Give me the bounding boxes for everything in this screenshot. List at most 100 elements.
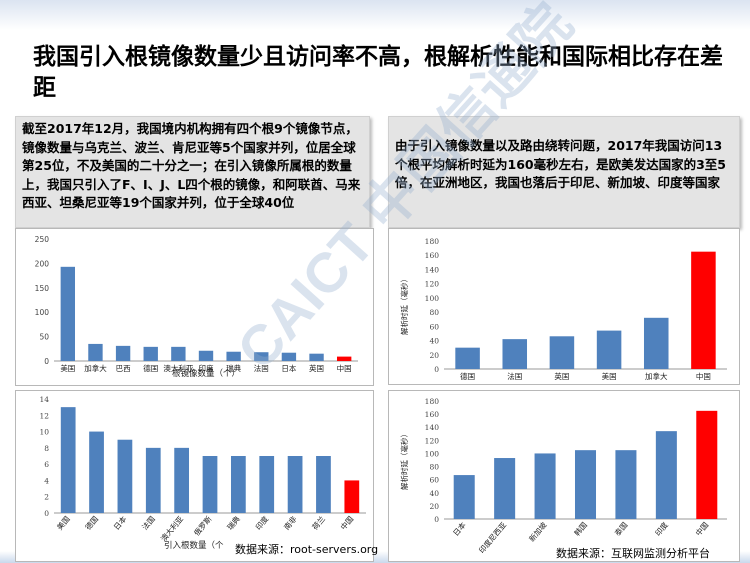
x-tick-label: 法国 [140, 514, 157, 532]
bar-中国 [336, 356, 352, 361]
chart-svg: 0 20 40 60 80 100 120 140 160 180 德国 法国 英国 美国 加拿大 中国 解析时… [399, 237, 727, 381]
y-tick-label: 100 [425, 294, 440, 303]
y-axis-title: 解析时延（毫秒） [399, 275, 409, 335]
x-tick-label: 新加坡 [526, 519, 548, 543]
x-tick-label: 印度尼西亚 [476, 519, 508, 555]
x-tick-label: 泰国 [612, 520, 629, 538]
y-tick-label: 250 [35, 235, 50, 244]
y-tick-label: 180 [425, 397, 440, 406]
y-tick-label: 40 [429, 337, 439, 346]
bar-瑞典 [226, 351, 241, 361]
bar-中国 [344, 480, 360, 513]
bar-新加坡 [534, 453, 556, 519]
y-tick-label: 20 [429, 502, 439, 511]
x-tick-label: 印度 [199, 363, 214, 373]
y-tick-label: 0 [434, 515, 439, 524]
y-tick-label: 0 [434, 365, 439, 374]
y-tick-label: 160 [425, 410, 440, 419]
bar-中国 [691, 251, 716, 369]
y-tick-label: 140 [425, 265, 440, 274]
y-axis-title: 解析时延（毫秒） [399, 430, 409, 490]
x-tick-label: 美国 [602, 371, 617, 381]
x-tick-label: 瑞典 [225, 513, 243, 531]
x-tick-label: 日本 [281, 363, 296, 373]
bar-印度 [655, 431, 677, 519]
x-tick-label: 印度 [253, 513, 271, 531]
y-tick-label: 140 [425, 423, 440, 432]
slide-title: 我国引入根镜像数量少且访问率不高，根解析性能和国际相比存在差距 [33, 44, 723, 101]
y-tick-label: 10 [39, 428, 49, 437]
x-tick-label: 澳大利亚 [163, 363, 193, 373]
bar-法国 [254, 352, 269, 361]
y-tick-label: 180 [425, 237, 440, 246]
y-tick-label: 2 [44, 493, 49, 502]
y-tick-label: 120 [425, 436, 440, 445]
bar-美国 [60, 266, 76, 361]
y-tick-label: 0 [44, 357, 49, 366]
x-tick-label: 日本 [450, 519, 468, 537]
y-tick-label: 50 [39, 333, 49, 342]
bar-巴西 [115, 345, 131, 361]
x-axis-title: 引入根数量（个 [164, 540, 224, 551]
x-tick-label: 加拿大 [84, 363, 107, 373]
bar-德国 [89, 431, 104, 513]
x-tick-label: 印度 [653, 519, 671, 537]
x-tick-label: 中国 [338, 514, 355, 532]
y-tick-label: 60 [429, 476, 439, 485]
y-tick-label: 120 [425, 280, 440, 289]
bar-印度 [198, 350, 214, 361]
bar-英国 [549, 336, 575, 369]
bar-澳大利亚 [174, 447, 190, 513]
source-note-right: 数据来源：互联网监测分析平台 [556, 547, 710, 560]
y-tick-label: 60 [429, 322, 439, 331]
bar-日本 [117, 439, 133, 513]
x-tick-label: 瑞典 [226, 363, 241, 373]
y-tick-label: 160 [425, 251, 440, 260]
x-tick-label: 中国 [696, 371, 711, 381]
y-tick-label: 6 [44, 460, 49, 469]
x-tick-label: 英国 [554, 371, 569, 381]
resolution-latency-asia-chart: 0 20 40 60 80 100 120 140 160 180 日本 印度尼西亚 新加坡 韩国 泰国 印度… [388, 390, 740, 562]
x-tick-label: 法国 [507, 371, 522, 381]
resolution-latency-western-chart: 0 20 40 60 80 100 120 140 160 180 德国 法国 英国 美国 加拿大 中国 解析时… [388, 228, 740, 385]
bar-韩国 [574, 450, 597, 519]
y-tick-label: 14 [39, 395, 49, 404]
x-tick-label: 荷兰 [310, 513, 328, 531]
bar-澳大利亚 [171, 346, 186, 361]
x-tick-label: 澳大利亚 [158, 513, 185, 543]
top-decoration-bar [0, 0, 750, 30]
bar-瑞典 [230, 456, 246, 513]
y-tick-label: 100 [425, 449, 440, 458]
y-tick-label: 150 [35, 284, 50, 293]
source-note-left: 数据来源：root-servers.org [235, 543, 379, 556]
x-tick-label: 加拿大 [645, 371, 668, 381]
x-tick-label: 德国 [83, 514, 100, 532]
y-tick-label: 12 [39, 411, 49, 420]
right-text-box: 由于引入镜像数量以及路由绕转问题，2017年我国访问13个根平均解析时延为160… [388, 116, 740, 228]
y-tick-label: 80 [429, 463, 439, 472]
bar-美国 [596, 330, 622, 369]
x-tick-label: 美国 [54, 514, 71, 532]
root-introduced-count-chart: 0 2 4 6 8 10 12 14 美国 德国 日本 法国 澳大利亚 俄罗斯 瑞典 印度 南非 荷兰 中国 引入根数… [15, 390, 374, 562]
chart-svg: 0 50 100 150 200 250 美国 加拿大 巴西 德国 澳大利亚 印度 瑞典 法国 日本 英国 中国… [35, 235, 358, 379]
bar-德国 [143, 346, 158, 361]
bar-印度 [259, 456, 275, 513]
x-tick-label: 法国 [254, 363, 269, 373]
x-tick-label: 中国 [337, 363, 352, 373]
y-tick-label: 100 [35, 308, 50, 317]
bar-南非 [287, 456, 303, 513]
x-tick-label: 俄罗斯 [191, 513, 213, 537]
bar-加拿大 [88, 343, 103, 361]
bar-美国 [60, 407, 76, 513]
y-tick-label: 4 [44, 476, 49, 485]
x-axis-title: 根镜像数量（个） [172, 368, 240, 379]
bar-法国 [145, 447, 161, 513]
bar-日本 [281, 352, 297, 361]
x-tick-label: 中国 [693, 520, 710, 538]
left-text-box: 截至2017年12月，我国境内机构拥有四个根9个镜像节点，镜像数量与乌克兰、波兰… [15, 116, 370, 228]
y-tick-label: 8 [44, 444, 49, 453]
y-tick-label: 200 [35, 259, 50, 268]
bar-俄罗斯 [202, 456, 218, 513]
bar-中国 [696, 410, 718, 519]
x-tick-label: 日本 [111, 513, 129, 531]
